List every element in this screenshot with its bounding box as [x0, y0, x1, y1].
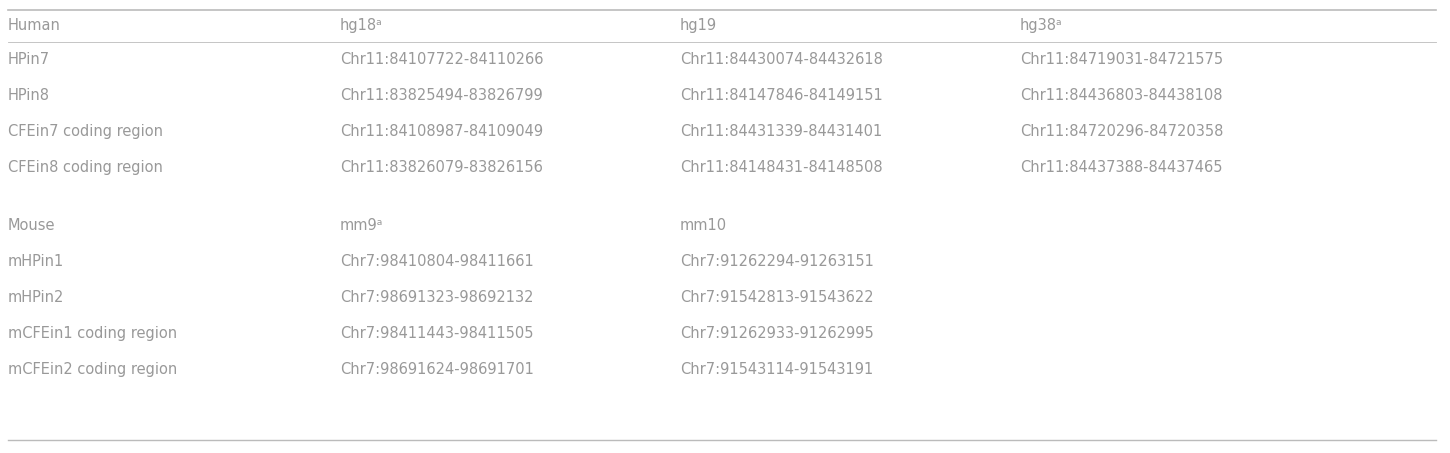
Text: HPin8: HPin8 — [9, 88, 49, 103]
Text: CFEin8 coding region: CFEin8 coding region — [9, 160, 162, 175]
Text: Chr7:98691323-98692132: Chr7:98691323-98692132 — [339, 290, 534, 305]
Text: mCFEin1 coding region: mCFEin1 coding region — [9, 326, 177, 341]
Text: Chr11:84107722-84110266: Chr11:84107722-84110266 — [339, 52, 544, 67]
Text: hg18ᵃ: hg18ᵃ — [339, 18, 383, 33]
Text: Human: Human — [9, 18, 61, 33]
Text: mHPin2: mHPin2 — [9, 290, 64, 305]
Text: CFEin7 coding region: CFEin7 coding region — [9, 124, 162, 139]
Text: Chr11:84437388-84437465: Chr11:84437388-84437465 — [1019, 160, 1222, 175]
Text: mm10: mm10 — [680, 218, 726, 233]
Text: Chr11:84108987-84109049: Chr11:84108987-84109049 — [339, 124, 544, 139]
Text: Chr7:91543114-91543191: Chr7:91543114-91543191 — [680, 362, 873, 377]
Text: Chr7:91262933-91262995: Chr7:91262933-91262995 — [680, 326, 874, 341]
Text: Chr7:98691624-98691701: Chr7:98691624-98691701 — [339, 362, 534, 377]
Text: mHPin1: mHPin1 — [9, 254, 64, 269]
Text: Chr7:98411443-98411505: Chr7:98411443-98411505 — [339, 326, 534, 341]
Text: Chr11:84148431-84148508: Chr11:84148431-84148508 — [680, 160, 883, 175]
Text: Chr7:91542813-91543622: Chr7:91542813-91543622 — [680, 290, 873, 305]
Text: mm9ᵃ: mm9ᵃ — [339, 218, 383, 233]
Text: Chr7:98410804-98411661: Chr7:98410804-98411661 — [339, 254, 534, 269]
Text: HPin7: HPin7 — [9, 52, 51, 67]
Text: Chr11:84431339-84431401: Chr11:84431339-84431401 — [680, 124, 882, 139]
Text: Chr11:84720296-84720358: Chr11:84720296-84720358 — [1019, 124, 1224, 139]
Text: Chr11:83825494-83826799: Chr11:83825494-83826799 — [339, 88, 542, 103]
Text: Chr11:84719031-84721575: Chr11:84719031-84721575 — [1019, 52, 1224, 67]
Text: hg38ᵃ: hg38ᵃ — [1019, 18, 1063, 33]
Text: Chr7:91262294-91263151: Chr7:91262294-91263151 — [680, 254, 874, 269]
Text: Mouse: Mouse — [9, 218, 55, 233]
Text: hg19: hg19 — [680, 18, 718, 33]
Text: Chr11:84147846-84149151: Chr11:84147846-84149151 — [680, 88, 883, 103]
Text: Chr11:83826079-83826156: Chr11:83826079-83826156 — [339, 160, 542, 175]
Text: Chr11:84436803-84438108: Chr11:84436803-84438108 — [1019, 88, 1222, 103]
Text: Chr11:84430074-84432618: Chr11:84430074-84432618 — [680, 52, 883, 67]
Text: mCFEin2 coding region: mCFEin2 coding region — [9, 362, 177, 377]
